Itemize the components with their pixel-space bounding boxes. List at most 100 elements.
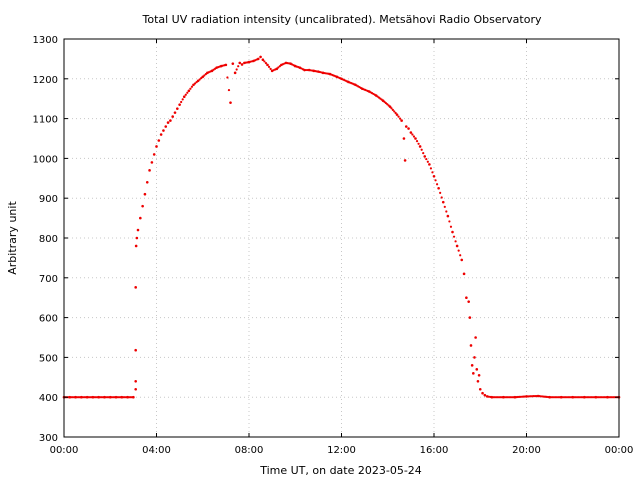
trace-point: [359, 86, 363, 90]
x-tick-label: 04:00: [142, 445, 171, 456]
trace-point: [320, 71, 323, 74]
x-tick-label: 16:00: [420, 445, 449, 456]
y-tick-label: 1000: [33, 154, 58, 165]
data-point: [483, 393, 487, 397]
data-point: [136, 228, 140, 232]
data-point: [473, 356, 476, 359]
data-point: [475, 368, 479, 371]
data-point: [469, 344, 473, 347]
trace-point: [181, 98, 184, 101]
y-tick-label: 300: [39, 433, 58, 444]
trace-point: [523, 395, 527, 398]
trace-point: [434, 179, 437, 182]
data-point: [196, 79, 200, 83]
data-point: [441, 200, 445, 204]
trace-point: [394, 111, 397, 115]
y-tick-label: 1300: [33, 35, 58, 46]
data-point: [467, 300, 470, 303]
trace-point: [570, 396, 573, 399]
plot-frame: [63, 38, 620, 438]
trace-point: [200, 77, 203, 80]
x-tick-label: 20:00: [512, 445, 541, 456]
trace-point: [373, 93, 376, 96]
trace-point: [448, 220, 451, 223]
trace-point: [390, 107, 393, 110]
x-tick-label: 12:00: [327, 445, 356, 456]
trace-point: [443, 205, 446, 208]
data-point: [192, 83, 195, 87]
trace-point: [449, 225, 453, 228]
data-point: [470, 364, 474, 367]
y-tick-label: 500: [39, 353, 58, 364]
y-tick-label: 1200: [33, 75, 58, 86]
y-axis-label: Arbitrary unit: [6, 201, 19, 275]
data-point: [169, 119, 172, 122]
trace-point: [283, 62, 286, 65]
data-point: [465, 296, 468, 300]
trace-point: [213, 67, 217, 70]
data-point: [162, 129, 165, 132]
data-point: [414, 137, 417, 140]
data-point: [187, 89, 191, 93]
trace-point: [452, 235, 456, 238]
trace-point: [417, 142, 420, 145]
trace-point: [604, 396, 608, 399]
x-tick-label: 08:00: [235, 445, 264, 456]
trace-point: [125, 396, 128, 399]
trace-point: [581, 396, 584, 399]
trace-point: [422, 151, 425, 155]
trace-point: [209, 70, 212, 73]
trace-point: [345, 80, 349, 83]
data-point: [201, 75, 205, 79]
trace-point: [278, 65, 281, 68]
data-point: [266, 63, 269, 67]
data-point: [455, 244, 459, 248]
trace-point: [263, 60, 266, 63]
trace-point: [227, 88, 231, 92]
trace-point: [255, 58, 258, 61]
data-point: [472, 372, 475, 375]
trace-point: [439, 191, 442, 194]
trace-point: [457, 249, 460, 252]
trace-point: [445, 210, 448, 213]
data-point: [404, 125, 408, 128]
trace-point: [426, 160, 429, 163]
data-point: [409, 131, 413, 134]
trace-point: [334, 75, 337, 78]
trace-point: [397, 115, 400, 118]
trace-point: [186, 91, 189, 94]
trace-point: [184, 93, 187, 96]
trace-point: [246, 61, 249, 64]
trace-point: [198, 78, 201, 81]
trace-point: [512, 396, 515, 399]
data-points: [62, 55, 621, 399]
trace-point: [223, 64, 226, 67]
trace-point: [558, 396, 561, 399]
trace-point: [235, 68, 238, 71]
trace-point: [304, 68, 308, 72]
trace-point: [297, 66, 300, 69]
trace-point: [459, 254, 462, 257]
chart-title: Total UV radiation intensity (uncalibrat…: [142, 13, 542, 26]
data-point: [143, 192, 147, 196]
data-point: [395, 113, 399, 116]
data-point: [178, 103, 181, 106]
trace-point: [237, 65, 240, 68]
data-point: [403, 159, 407, 162]
trace-point: [264, 62, 268, 65]
trace-point: [193, 82, 197, 85]
trace-point: [212, 68, 215, 71]
trace-point: [90, 396, 93, 399]
grid-lines: [64, 39, 619, 437]
trace-point: [180, 100, 183, 104]
trace-point: [338, 77, 342, 80]
data-point: [432, 175, 436, 178]
trace-point: [301, 68, 305, 71]
data-point: [437, 186, 440, 190]
trace-point: [204, 73, 207, 76]
data-point: [428, 163, 431, 166]
data-point: [400, 119, 403, 122]
trace-point: [489, 395, 492, 399]
trace-point: [306, 68, 309, 72]
data-point: [233, 71, 237, 75]
